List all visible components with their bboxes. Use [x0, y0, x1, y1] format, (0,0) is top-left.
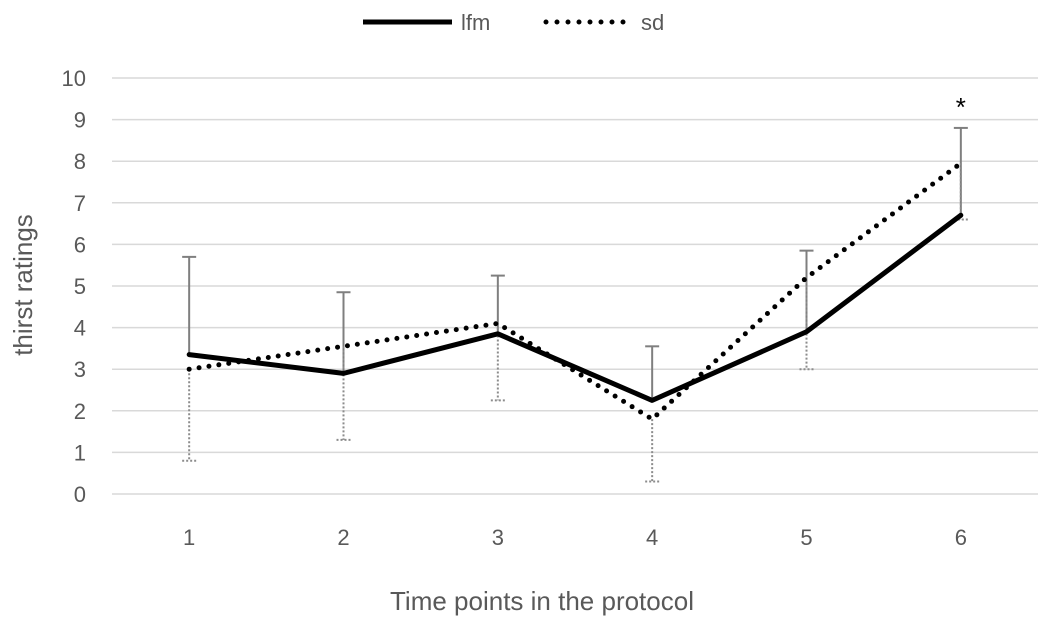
x-tick-label-1: 1 [183, 525, 195, 550]
y-tick-label-10: 10 [62, 66, 86, 91]
gridlines [112, 77, 1038, 495]
annotations: * [956, 92, 966, 122]
x-tick-label-4: 4 [646, 525, 658, 550]
y-tick-label-0: 0 [74, 482, 86, 507]
y-tick-label-7: 7 [74, 191, 86, 216]
y-tick-label-1: 1 [74, 440, 86, 465]
x-tick-labels: 1 2 3 4 5 6 [183, 525, 967, 550]
y-tick-label-4: 4 [74, 316, 86, 341]
series-lines [186, 160, 964, 422]
series-line-lfm [186, 212, 964, 403]
y-tick-label-5: 5 [74, 274, 86, 299]
y-tick-label-2: 2 [74, 399, 86, 424]
y-tick-label-6: 6 [74, 232, 86, 257]
y-tick-labels: 0 1 2 3 4 5 6 7 8 9 10 [62, 66, 86, 507]
error-bars [182, 126, 968, 483]
y-tick-label-3: 3 [74, 357, 86, 382]
legend-label-sd: sd [641, 10, 664, 35]
x-tick-label-2: 2 [337, 525, 349, 550]
x-tick-label-5: 5 [800, 525, 812, 550]
y-axis-title: thirst ratings [8, 214, 38, 356]
series-line-sd [186, 160, 964, 422]
annotation-asterisk: * [956, 92, 966, 122]
legend-label-lfm: lfm [461, 10, 490, 35]
legend: lfm sd [363, 10, 664, 35]
x-tick-label-6: 6 [955, 525, 967, 550]
x-axis-title: Time points in the protocol [390, 586, 694, 616]
y-tick-label-8: 8 [74, 149, 86, 174]
y-tick-label-9: 9 [74, 108, 86, 133]
x-tick-label-3: 3 [492, 525, 504, 550]
